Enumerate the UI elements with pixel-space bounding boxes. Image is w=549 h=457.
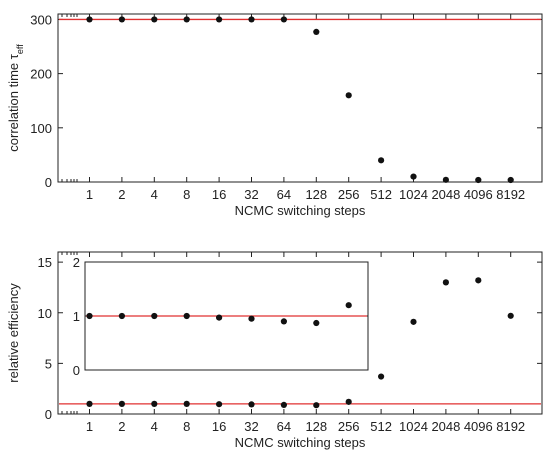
inset-data-point (183, 312, 190, 320)
inset-chart: 0 1 2 (73, 255, 369, 378)
data-point (280, 16, 287, 23)
y-tick-label: 100 (30, 121, 52, 136)
data-point (345, 398, 352, 405)
x-tick-label: 4 (151, 419, 158, 434)
data-point (313, 28, 320, 35)
x-tick-label: 8192 (496, 187, 525, 202)
x-tick-label: 1024 (399, 187, 428, 202)
x-tick-label: 8 (183, 187, 190, 202)
data-point (410, 173, 417, 180)
x-axis-title: NCMC switching steps (235, 203, 366, 218)
y-tick-label: 10 (38, 306, 52, 321)
inset-data-point (248, 315, 255, 322)
y-axis-title-subscript: eff (15, 44, 25, 54)
x-tick-label: 2048 (431, 419, 460, 434)
y-axis-title: relative efficiency (6, 283, 21, 383)
y-tick-label: 5 (45, 356, 52, 371)
plot-frame (57, 13, 543, 183)
data-point (248, 401, 255, 408)
data-point (216, 16, 223, 23)
data-point (280, 401, 287, 408)
x-tick-label: 2048 (431, 187, 460, 202)
data-point (378, 157, 385, 164)
x-tick-label: 1024 (399, 419, 428, 434)
inset-data-point (345, 302, 352, 309)
y-tick-label: 0 (45, 407, 52, 422)
x-tick-label: 1 (86, 419, 93, 434)
data-point (507, 312, 514, 319)
inset-y-tick-label: 0 (73, 363, 80, 378)
data-point (216, 401, 223, 408)
y-tick-label: 300 (30, 12, 52, 27)
x-tick-label: 1 (86, 187, 93, 202)
x-tick-label: 256 (338, 187, 360, 202)
data-point (151, 400, 158, 407)
data-point (442, 176, 449, 183)
x-tick-label: 64 (277, 187, 291, 202)
x-tick-label: 512 (370, 187, 392, 202)
data-point (248, 16, 255, 23)
x-tick-label: 512 (370, 419, 392, 434)
data-point (345, 92, 352, 99)
plot-frame (57, 251, 543, 415)
top-chart: 1 2 4 8 16 32 64 128 256 512 1024 2048 4096 8192 0 100 2… (6, 12, 543, 218)
x-tick-label: 128 (305, 419, 327, 434)
x-tick-label: 8192 (496, 419, 525, 434)
x-tick-label: 2 (118, 419, 125, 434)
y-tick-label: 200 (30, 67, 52, 82)
x-tick-label: 32 (244, 419, 258, 434)
data-point (475, 176, 482, 184)
inset-data-point (118, 312, 125, 320)
data-point (118, 16, 125, 23)
data-point (507, 176, 514, 184)
data-point (86, 400, 93, 407)
x-tick-label: 128 (305, 187, 327, 202)
inset-data-point (313, 319, 320, 327)
x-tick-label: 32 (244, 187, 258, 202)
x-tick-label: 8 (183, 419, 190, 434)
inset-data-point (216, 314, 223, 321)
x-tick-label: 4096 (464, 187, 493, 202)
x-tick-label: 256 (338, 419, 360, 434)
y-tick-label: 15 (38, 255, 52, 270)
x-tick-label: 64 (277, 419, 291, 434)
x-tick-label: 2 (118, 187, 125, 202)
data-point (313, 402, 320, 409)
data-point (151, 16, 158, 23)
data-point (86, 16, 93, 23)
data-point (183, 16, 190, 23)
data-point (378, 373, 385, 380)
inset-y-tick-label: 1 (73, 309, 80, 324)
x-tick-label: 16 (212, 187, 226, 202)
inset-data-point (151, 312, 158, 320)
data-point (410, 318, 417, 325)
inset-data-point (280, 318, 287, 325)
inset-y-tick-label: 2 (73, 255, 80, 270)
bottom-chart: 1 2 4 8 16 32 64 128 256 512 1024 2048 4096 819205101… (6, 251, 543, 450)
y-tick-label: 0 (45, 175, 52, 190)
data-point (118, 400, 125, 407)
x-tick-label: 16 (212, 419, 226, 434)
y-axis-title: correlation time τeff (6, 44, 25, 152)
data-point (475, 277, 482, 284)
inset-data-point (86, 312, 93, 320)
x-axis-title: NCMC switching steps (235, 435, 366, 450)
x-tick-label: 4096 (464, 419, 493, 434)
data-point (442, 279, 449, 286)
x-tick-label: 4 (151, 187, 158, 202)
data-point (183, 400, 190, 407)
